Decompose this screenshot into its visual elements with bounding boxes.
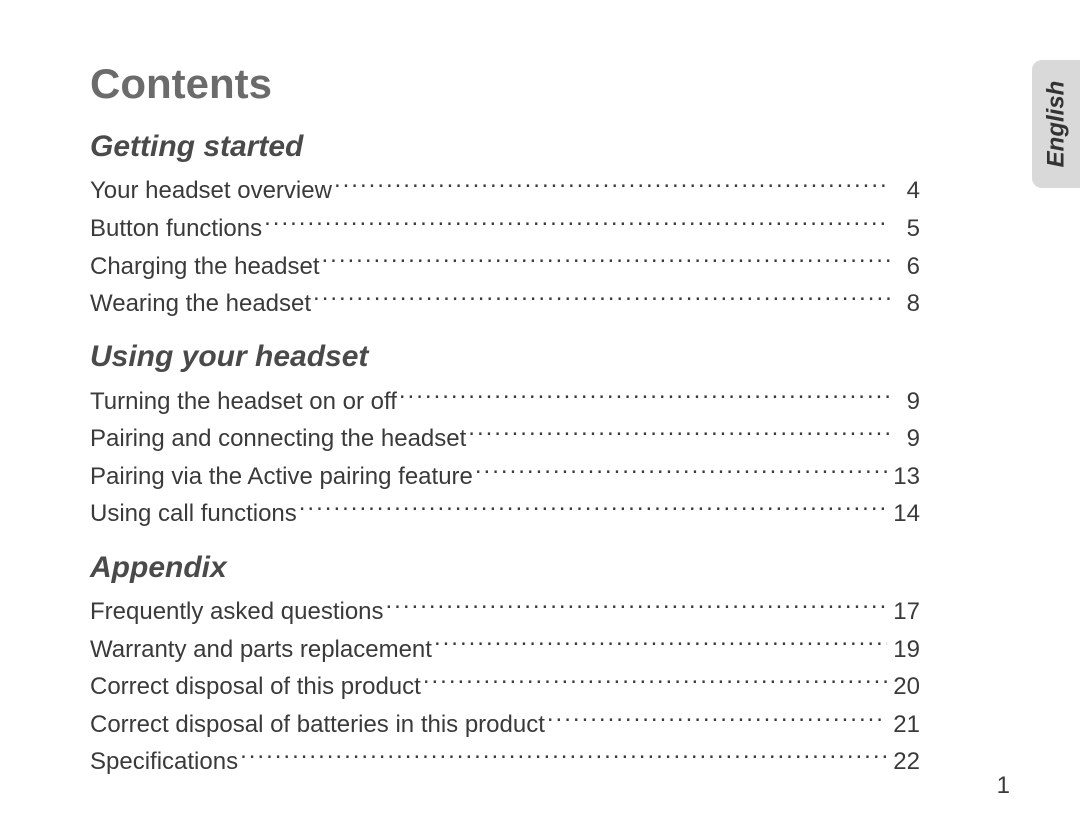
language-tab: English <box>1032 60 1080 188</box>
toc-label: Pairing via the Active pairing feature <box>90 458 475 495</box>
toc-row: Pairing via the Active pairing feature 1… <box>90 457 920 495</box>
contents-page: Contents Getting started Your headset ov… <box>90 60 920 781</box>
toc-page: 22 <box>887 743 920 780</box>
toc-page: 21 <box>887 706 920 743</box>
toc-label: Wearing the headset <box>90 285 313 322</box>
toc-leader <box>240 743 887 769</box>
toc-row: Charging the headset 6 <box>90 247 920 285</box>
section-heading: Using your headset <box>90 340 920 374</box>
toc-page: 6 <box>890 248 920 285</box>
toc-leader <box>399 382 890 408</box>
toc-label: Turning the headset on or off <box>90 383 399 420</box>
footer-page-number: 1 <box>997 772 1010 800</box>
toc-section: Appendix Frequently asked questions 17 W… <box>90 551 920 781</box>
toc-page: 17 <box>887 593 920 630</box>
toc-row: Correct disposal of batteries in this pr… <box>90 705 920 743</box>
toc-page: 20 <box>887 668 920 705</box>
toc-row: Frequently asked questions 17 <box>90 593 920 631</box>
toc-row: Using call functions 14 <box>90 495 920 533</box>
section-heading: Appendix <box>90 551 920 585</box>
toc-row: Pairing and connecting the headset 9 <box>90 420 920 458</box>
toc-label: Correct disposal of this product <box>90 668 423 705</box>
toc-leader <box>334 172 890 198</box>
toc-leader <box>386 593 888 619</box>
toc-label: Using call functions <box>90 495 299 532</box>
toc-leader <box>434 630 887 656</box>
toc-label: Your headset overview <box>90 172 334 209</box>
toc-label: Specifications <box>90 743 240 780</box>
toc-leader <box>313 285 890 311</box>
toc-leader <box>322 247 891 273</box>
toc-page: 19 <box>887 631 920 668</box>
toc-label: Frequently asked questions <box>90 593 386 630</box>
toc-section: Getting started Your headset overview 4 … <box>90 130 920 322</box>
section-heading: Getting started <box>90 130 920 164</box>
toc-row: Wearing the headset 8 <box>90 285 920 323</box>
toc-label: Button functions <box>90 210 264 247</box>
toc-row: Turning the headset on or off 9 <box>90 382 920 420</box>
toc-label: Pairing and connecting the headset <box>90 420 468 457</box>
toc-row: Your headset overview 4 <box>90 172 920 210</box>
toc-page: 4 <box>890 172 920 209</box>
toc-label: Warranty and parts replacement <box>90 631 434 668</box>
toc-row: Correct disposal of this product 20 <box>90 668 920 706</box>
toc-page: 14 <box>887 495 920 532</box>
toc-leader <box>547 705 887 731</box>
page-title: Contents <box>90 60 920 108</box>
toc-label: Charging the headset <box>90 248 322 285</box>
toc-leader <box>468 420 890 446</box>
toc-leader <box>423 668 887 694</box>
toc-page: 8 <box>890 285 920 322</box>
toc-row: Specifications 22 <box>90 743 920 781</box>
toc-page: 9 <box>890 383 920 420</box>
language-tab-label: English <box>1042 81 1070 168</box>
toc-page: 5 <box>890 210 920 247</box>
toc-leader <box>264 210 890 236</box>
toc-row: Warranty and parts replacement 19 <box>90 630 920 668</box>
toc-label: Correct disposal of batteries in this pr… <box>90 706 547 743</box>
toc-row: Button functions 5 <box>90 210 920 248</box>
toc-section: Using your headset Turning the headset o… <box>90 340 920 532</box>
toc-leader <box>475 457 887 483</box>
toc-leader <box>299 495 888 521</box>
toc-page: 13 <box>887 458 920 495</box>
toc-page: 9 <box>890 420 920 457</box>
